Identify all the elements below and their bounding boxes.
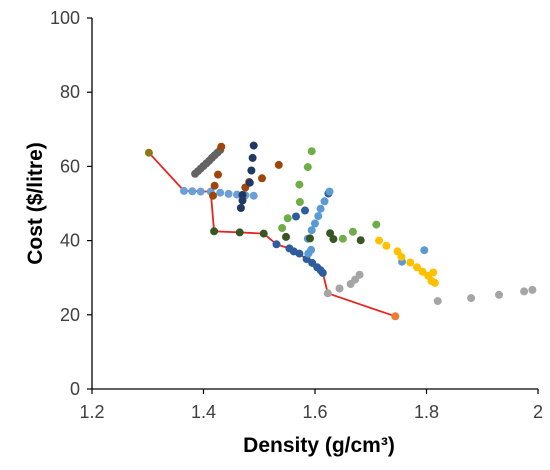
frontier-layer [148,152,396,318]
data-point [258,174,266,183]
axes [87,17,539,394]
data-point [282,232,290,241]
data-point [196,187,205,196]
data-point [420,246,429,255]
data-point [188,187,197,196]
data-point [430,278,439,287]
data-point [329,235,338,244]
data-point [314,212,323,221]
data-point [249,191,258,200]
data-point [318,268,327,277]
data-point [238,191,247,199]
data-point [236,204,245,212]
data-point [272,240,281,249]
data-point [283,214,292,223]
data-point [316,204,325,213]
data-point [224,189,233,198]
data-point [520,287,529,296]
data-point [375,236,384,245]
data-point [238,196,247,205]
data-point [210,227,219,236]
data-point [397,252,406,261]
y-axis-title: Cost ($/litre) [24,142,47,265]
data-point [495,290,503,299]
data-point [348,227,357,236]
series-9 [210,227,365,245]
x-tick-label: 1.6 [302,402,327,422]
data-point [326,229,335,238]
data-point [433,297,442,306]
y-tick-label: 40 [60,231,80,251]
data-point [418,267,427,276]
data-point [217,142,226,151]
data-point [235,228,244,237]
data-point [391,312,400,321]
data-point [323,289,332,298]
data-point [429,268,438,277]
tick-labels: 0 20 40 60 80 100 1.2 1.4 1.6 1.8 2 [50,8,543,422]
series-6 [272,189,333,277]
series-1 [391,312,400,321]
y-tick-label: 20 [60,305,80,325]
data-point [249,141,258,150]
data-point [210,181,219,190]
x-tick-label: 1.8 [414,402,439,422]
y-tick-label: 80 [60,82,80,102]
series-8 [278,147,381,243]
data-point [306,234,314,243]
data-point [214,170,222,179]
data-point [372,220,381,229]
data-point [413,263,421,272]
data-point [292,212,300,221]
data-point [303,163,312,172]
data-point [338,234,347,243]
data-point [356,236,365,245]
data-point [295,249,304,258]
data-point [259,229,268,238]
data-point [382,241,391,250]
data-point [335,284,344,293]
data-point [320,197,329,206]
data-point [325,187,334,196]
data-point [528,285,537,294]
data-point [301,206,309,215]
data-point [307,226,316,235]
data-point [245,178,254,187]
x-tick-label: 1.4 [191,402,216,422]
series-7 [303,187,429,266]
data-point [304,249,313,258]
data-point [209,191,217,200]
data-point [248,153,257,162]
y-tick-label: 100 [50,8,80,28]
x-tick-label: 1.2 [79,402,104,422]
data-point [355,270,364,279]
data-point [180,186,188,195]
x-tick-label: 2 [533,402,543,422]
data-point [467,294,476,303]
data-point [295,198,304,206]
data-point [274,160,283,169]
data-point [278,224,287,232]
data-point [311,219,319,228]
points-layer [144,141,537,321]
x-axis-title: Density (g/cm³) [243,434,395,457]
series-0 [144,148,153,157]
series-10 [375,236,439,287]
data-point [247,166,256,175]
data-point [307,147,316,156]
data-point [144,148,153,157]
frontier-line [148,152,396,318]
y-tick-label: 60 [60,156,80,176]
data-point [216,188,225,197]
series-11 [323,270,537,306]
data-point [406,258,415,267]
data-point [295,180,304,189]
series-5 [236,141,258,212]
y-tick-label: 0 [70,379,80,399]
